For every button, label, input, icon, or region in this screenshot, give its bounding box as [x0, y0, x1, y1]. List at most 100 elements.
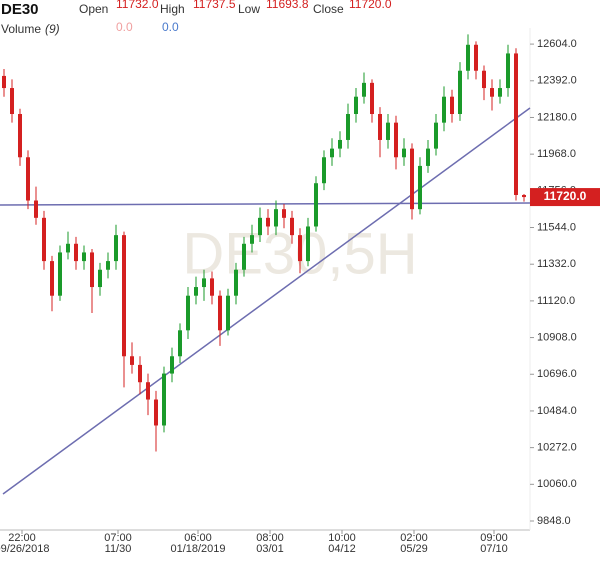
- candle-body: [34, 200, 38, 218]
- y-tick-label: 11332.0: [537, 258, 576, 270]
- candle-body: [266, 217, 270, 227]
- candle-body: [338, 139, 342, 149]
- x-date-label: 03/01: [256, 543, 284, 555]
- candle-body: [506, 53, 510, 89]
- candle-body: [482, 70, 486, 89]
- low-value: 11693.8: [266, 0, 309, 11]
- candle-body: [330, 148, 334, 158]
- symbol: DE30: [1, 1, 39, 18]
- y-tick-label: 11120.0: [537, 295, 575, 307]
- price-tag-label: 11720.0: [544, 189, 587, 203]
- x-date-label: 07/10: [480, 543, 508, 555]
- candle-body: [322, 157, 326, 184]
- y-tick-label: 12180.0: [537, 111, 577, 123]
- candle-body: [346, 114, 350, 140]
- candle-body: [514, 53, 518, 195]
- candle-body: [314, 183, 318, 227]
- y-tick-label: 9848.0: [537, 515, 571, 527]
- candle-body: [194, 287, 198, 296]
- candle-body: [258, 217, 262, 236]
- candle-body: [442, 96, 446, 123]
- support-line: [0, 202, 531, 206]
- candle-body: [522, 194, 526, 198]
- candle-body: [170, 356, 174, 374]
- candle-body: [410, 148, 414, 210]
- candle-body: [250, 235, 254, 244]
- candle-body: [82, 252, 86, 262]
- low-label: Low: [238, 2, 260, 16]
- candle-body: [282, 209, 286, 218]
- candle-body: [402, 148, 406, 158]
- x-date-label: 04/12: [328, 543, 356, 555]
- candle-body: [498, 88, 502, 97]
- y-tick-label: 10272.0: [537, 442, 577, 454]
- candle-body: [114, 235, 118, 262]
- candle-body: [178, 330, 182, 357]
- candle-body: [106, 261, 110, 270]
- y-tick-label: 10908.0: [537, 331, 577, 343]
- x-tick-label: 02:00: [400, 532, 428, 544]
- volume-value: 0.0: [162, 20, 179, 34]
- candle-body: [122, 235, 126, 357]
- candle-body: [298, 235, 302, 262]
- y-tick-label: 10484.0: [537, 405, 577, 417]
- x-tick-label: 22:00: [8, 532, 36, 544]
- open-value: 11732.0: [116, 0, 159, 11]
- y-tick-label: 10060.0: [537, 478, 577, 490]
- candle-body: [274, 209, 278, 227]
- candle-body: [146, 382, 150, 400]
- candle-body: [458, 70, 462, 115]
- candle-body: [58, 252, 62, 296]
- candle-body: [154, 399, 158, 426]
- candle-body: [226, 295, 230, 331]
- candle-body: [90, 252, 94, 288]
- x-date-label: 11/30: [105, 543, 132, 555]
- x-tick-label: 10:00: [328, 532, 356, 544]
- candle-body: [2, 75, 6, 89]
- y-tick-label: 12392.0: [537, 75, 577, 87]
- y-tick-label: 10696.0: [537, 368, 577, 380]
- volume-label: Volume: [1, 22, 41, 36]
- candle-body: [394, 122, 398, 158]
- candle-body: [242, 243, 246, 270]
- volume-period: (9): [45, 22, 60, 36]
- candle-body: [50, 261, 54, 296]
- candle-body: [370, 82, 374, 115]
- candle-body: [202, 278, 206, 288]
- trend-line: [2, 107, 531, 495]
- candle-body: [98, 269, 102, 288]
- volume-value: 0.0: [116, 20, 133, 34]
- candle-body: [306, 226, 310, 262]
- candle-body: [290, 217, 294, 236]
- candle-body: [362, 82, 366, 97]
- candle-body: [474, 44, 478, 71]
- candle-body: [450, 96, 454, 115]
- candle-body: [386, 122, 390, 140]
- y-tick-label: 12604.0: [537, 38, 577, 50]
- candle-body: [218, 295, 222, 331]
- candle-body: [130, 356, 134, 365]
- high-value: 11737.5: [193, 0, 236, 11]
- close-label: Close: [313, 2, 344, 16]
- x-tick-label: 09:00: [480, 532, 508, 544]
- x-date-label: 09/26/2018: [0, 543, 50, 555]
- x-tick-label: 07:00: [104, 532, 132, 544]
- candle-body: [466, 44, 470, 71]
- candle-body: [378, 114, 382, 140]
- high-label: High: [160, 2, 185, 16]
- x-tick-label: 08:00: [256, 532, 284, 544]
- candle-body: [10, 88, 14, 115]
- candle-body: [418, 165, 422, 210]
- candle-body: [210, 278, 214, 296]
- candle-body: [354, 96, 358, 115]
- candle-body: [426, 148, 430, 166]
- candle-body: [186, 295, 190, 331]
- y-tick-label: 11544.0: [537, 221, 576, 233]
- candle-body: [74, 243, 78, 262]
- price-tag: [530, 188, 600, 207]
- candle-body: [490, 88, 494, 97]
- candle-body: [42, 217, 46, 262]
- candle-body: [234, 269, 238, 296]
- x-date-label: 05/29: [400, 543, 428, 555]
